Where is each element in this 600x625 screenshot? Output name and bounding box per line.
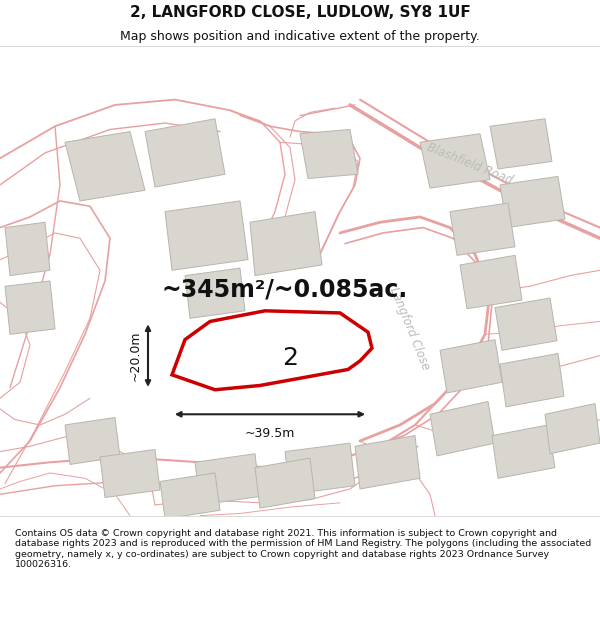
Text: ~20.0m: ~20.0m bbox=[129, 331, 142, 381]
Polygon shape bbox=[5, 222, 50, 276]
Text: 2, LANGFORD CLOSE, LUDLOW, SY8 1UF: 2, LANGFORD CLOSE, LUDLOW, SY8 1UF bbox=[130, 6, 470, 21]
Polygon shape bbox=[165, 201, 248, 270]
Polygon shape bbox=[500, 176, 565, 228]
Polygon shape bbox=[255, 458, 315, 508]
Polygon shape bbox=[460, 256, 522, 309]
Text: ~345m²/~0.085ac.: ~345m²/~0.085ac. bbox=[162, 278, 408, 301]
Text: ~39.5m: ~39.5m bbox=[245, 427, 295, 440]
Polygon shape bbox=[355, 436, 420, 489]
Polygon shape bbox=[185, 268, 245, 318]
Text: Blashfield Road: Blashfield Road bbox=[425, 141, 515, 187]
Polygon shape bbox=[195, 454, 260, 505]
Polygon shape bbox=[495, 298, 557, 350]
Polygon shape bbox=[545, 404, 600, 454]
Polygon shape bbox=[65, 132, 145, 201]
Text: Contains OS data © Crown copyright and database right 2021. This information is : Contains OS data © Crown copyright and d… bbox=[15, 529, 591, 569]
Text: Map shows position and indicative extent of the property.: Map shows position and indicative extent… bbox=[120, 29, 480, 42]
Polygon shape bbox=[450, 203, 515, 256]
Polygon shape bbox=[420, 134, 490, 188]
Polygon shape bbox=[172, 311, 372, 390]
Text: Langford Close: Langford Close bbox=[388, 286, 433, 372]
Polygon shape bbox=[145, 119, 225, 187]
Polygon shape bbox=[65, 418, 120, 464]
Polygon shape bbox=[5, 281, 55, 334]
Polygon shape bbox=[160, 473, 220, 519]
Polygon shape bbox=[100, 449, 160, 498]
Polygon shape bbox=[500, 354, 564, 407]
Text: 2: 2 bbox=[282, 346, 298, 370]
Polygon shape bbox=[250, 212, 322, 276]
Polygon shape bbox=[490, 119, 552, 169]
Polygon shape bbox=[440, 339, 502, 393]
Polygon shape bbox=[300, 129, 358, 179]
Polygon shape bbox=[285, 443, 355, 494]
Polygon shape bbox=[430, 401, 495, 456]
Polygon shape bbox=[492, 425, 555, 478]
